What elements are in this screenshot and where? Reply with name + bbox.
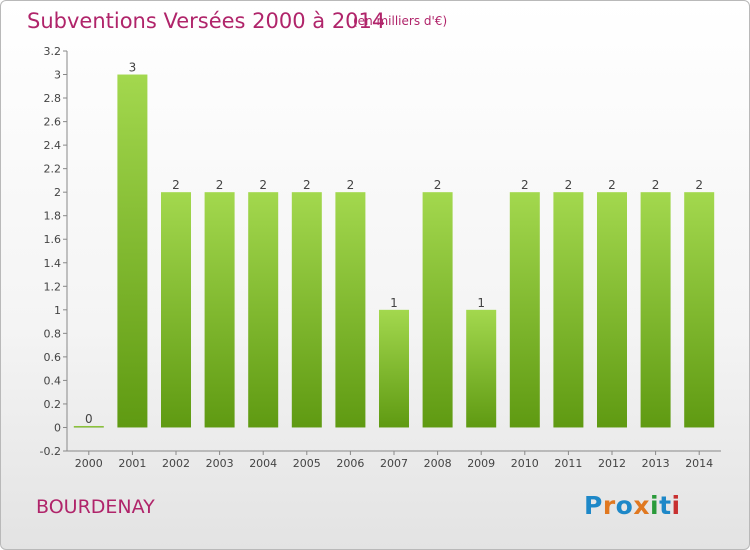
logo-letter: i	[671, 491, 681, 520]
chart-title: Subventions Versées 2000 à 2014	[27, 9, 386, 33]
bar	[379, 309, 409, 428]
bar	[422, 192, 453, 428]
x-tick-label: 2007	[380, 457, 408, 470]
y-tick-label: 1.8	[44, 210, 62, 223]
y-tick-label: 2	[54, 186, 61, 199]
data-label: 0	[85, 412, 93, 426]
x-tick-label: 2006	[336, 457, 364, 470]
y-tick-label: -0.2	[40, 445, 61, 458]
x-tick-label: 2002	[162, 457, 190, 470]
commune-name: BOURDENAY	[36, 496, 155, 518]
bar	[248, 192, 279, 428]
proxiti-logo: Proxiti	[584, 491, 681, 520]
data-label: 2	[172, 178, 180, 192]
bar	[291, 192, 322, 428]
x-tick-label: 2013	[642, 457, 670, 470]
x-tick-label: 2003	[206, 457, 234, 470]
y-tick-label: 3.2	[44, 45, 62, 58]
bar	[597, 192, 627, 428]
data-label: 1	[390, 296, 398, 310]
bar	[204, 192, 235, 428]
x-tick-label: 2011	[554, 457, 582, 470]
data-label: 2	[521, 178, 529, 192]
bar	[335, 192, 366, 428]
data-label: 2	[434, 178, 442, 192]
x-tick-label: 2014	[685, 457, 713, 470]
data-label: 2	[652, 178, 660, 192]
y-tick-label: 0.6	[44, 351, 62, 364]
logo-letter: i	[650, 491, 660, 520]
y-tick-label: 1.2	[44, 280, 62, 293]
x-tick-label: 2000	[75, 457, 103, 470]
y-tick-label: 3	[54, 69, 61, 82]
x-tick-label: 2004	[249, 457, 277, 470]
logo-letter: r	[602, 491, 616, 520]
logo-letter: t	[659, 491, 672, 520]
data-label: 3	[129, 61, 137, 75]
data-label: 2	[216, 178, 224, 192]
x-tick-label: 2009	[467, 457, 495, 470]
x-tick-label: 2005	[293, 457, 321, 470]
y-tick-label: 1	[54, 304, 61, 317]
data-label: 2	[608, 178, 616, 192]
bar	[161, 192, 191, 428]
data-label: 2	[303, 178, 311, 192]
bar	[509, 192, 540, 428]
logo-letter: x	[633, 491, 650, 520]
x-tick-label: 2008	[424, 457, 452, 470]
bar	[117, 74, 148, 428]
data-label: 1	[477, 296, 485, 310]
y-tick-label: 0.2	[44, 398, 62, 411]
y-tick-label: 2.8	[44, 92, 62, 105]
y-tick-label: 2.6	[44, 116, 62, 129]
bar	[684, 192, 715, 428]
logo-letter: o	[615, 491, 634, 520]
data-label: 2	[259, 178, 267, 192]
data-label: 2	[565, 178, 573, 192]
y-tick-label: 1.6	[44, 233, 62, 246]
y-tick-label: 2.4	[44, 139, 62, 152]
y-tick-label: 2.2	[44, 163, 62, 176]
chart-subtitle: (en milliers d'€)	[353, 14, 448, 28]
data-label: 2	[347, 178, 355, 192]
bar	[640, 192, 671, 428]
y-tick-label: 0.8	[44, 327, 62, 340]
x-tick-label: 2012	[598, 457, 626, 470]
bar	[73, 425, 104, 428]
x-tick-label: 2001	[118, 457, 146, 470]
logo-letter: P	[584, 491, 603, 520]
y-tick-label: 1.4	[44, 257, 62, 270]
data-label: 2	[695, 178, 703, 192]
y-tick-label: 0	[54, 421, 61, 434]
y-tick-label: 0.4	[44, 374, 62, 387]
bar	[553, 192, 584, 428]
bar	[466, 309, 497, 428]
x-tick-label: 2010	[511, 457, 539, 470]
